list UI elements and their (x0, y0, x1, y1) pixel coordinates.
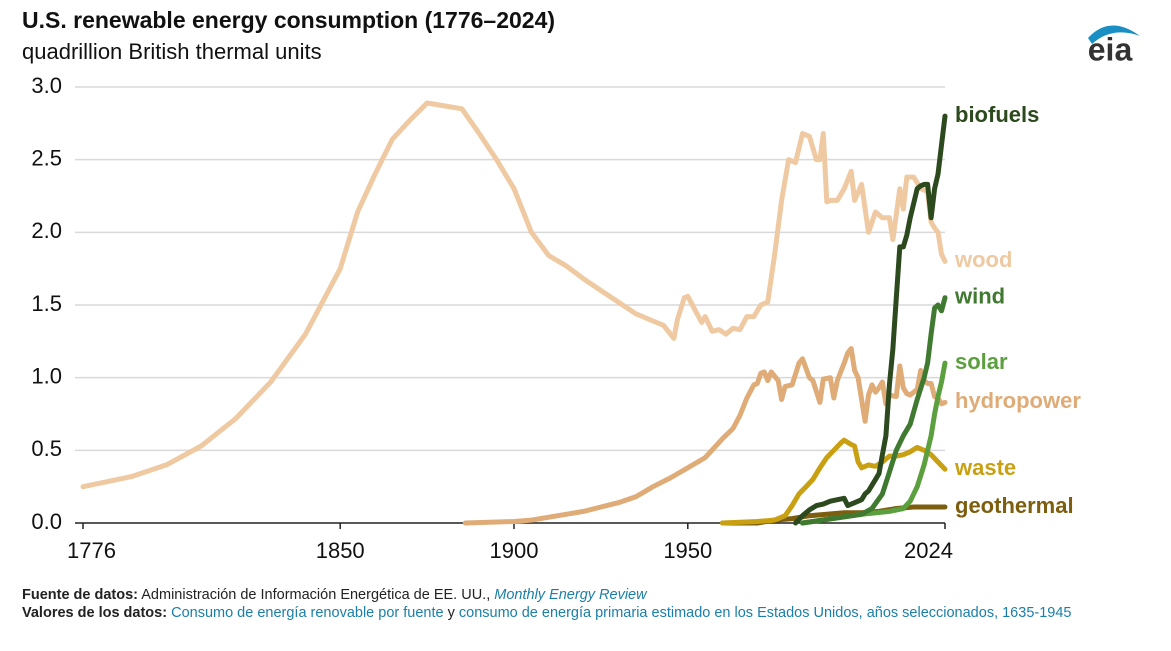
series-label: geothermal (955, 493, 1074, 518)
y-tick-label: 2.0 (31, 218, 62, 243)
series-line (793, 113, 948, 526)
y-tick-label: 0.0 (31, 509, 62, 534)
x-tick-label: 1776 (67, 538, 116, 563)
chart: U.S. renewable energy consumption (1776–… (22, 7, 1140, 563)
logo: eia (1088, 31, 1133, 67)
y-tick-label: 2.5 (31, 145, 62, 170)
values-joiner: y (447, 605, 455, 621)
series-label: hydropower (955, 388, 1081, 413)
y-tick-label: 1.0 (31, 363, 62, 388)
x-tick-label: 1850 (316, 538, 365, 563)
y-tick-label: 0.5 (31, 436, 62, 461)
series-line (80, 100, 948, 490)
values-link[interactable]: Consumo de energía renovable por fuente (171, 605, 444, 621)
x-tick-label: 1900 (490, 538, 539, 563)
y-tick-label: 3.0 (31, 73, 62, 98)
series-line (462, 346, 948, 526)
source-text: Administración de Información Energética… (141, 587, 491, 603)
series-label: waste (954, 455, 1016, 480)
source-link[interactable]: Monthly Energy Review (494, 587, 647, 603)
values-label: Valores de los datos: (22, 605, 168, 621)
footer: Fuente de datos: Administración de Infor… (22, 586, 1152, 622)
series-label: solar (955, 349, 1008, 374)
series-line (720, 437, 948, 526)
series-label: biofuels (955, 102, 1039, 127)
chart-subtitle: quadrillion British thermal units (22, 39, 322, 64)
source-label: Fuente de datos: (22, 587, 139, 603)
series-line (800, 360, 948, 526)
series-line (800, 295, 948, 526)
values-link[interactable]: consumo de energía primaria estimado en … (458, 605, 1072, 621)
chart-title: U.S. renewable energy consumption (1776–… (22, 7, 555, 33)
values-line: Valores de los datos: Consumo de energía… (22, 604, 1152, 622)
y-tick-label: 1.5 (31, 291, 62, 316)
series-label: wind (954, 284, 1005, 309)
series-label: wood (954, 247, 1012, 272)
logo-arc (1088, 25, 1140, 44)
x-tick-label: 2024 (904, 538, 953, 563)
source-line: Fuente de datos: Administración de Infor… (22, 586, 1152, 604)
x-tick-label: 1950 (663, 538, 712, 563)
